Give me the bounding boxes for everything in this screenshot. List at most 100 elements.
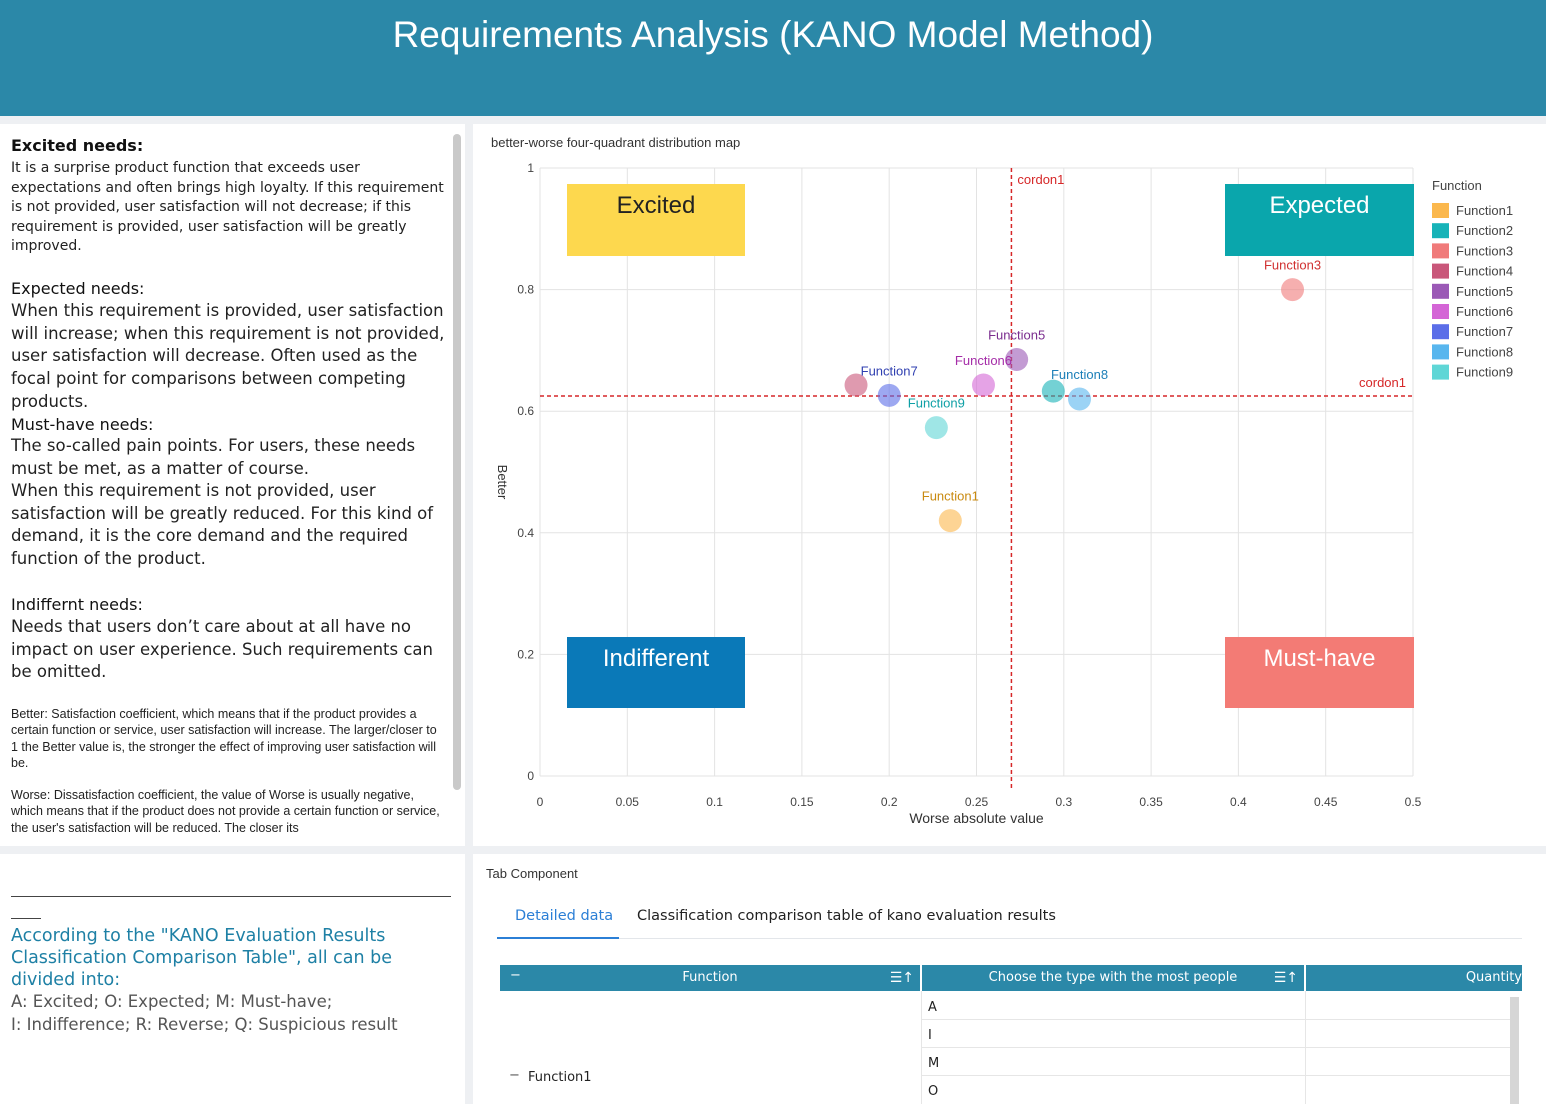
- musthave-heading: Must-have needs:: [11, 415, 154, 434]
- y-tick-label: 0: [527, 769, 534, 783]
- page-header: Requirements Analysis (KANO Model Method…: [0, 0, 1546, 116]
- quadrant-box-indifferent: [567, 637, 745, 708]
- quadrant-label-expected: Expected: [1269, 192, 1369, 219]
- classification-title: According to the "KANO Evaluation Result…: [11, 926, 393, 990]
- data-point-function1: [938, 509, 962, 533]
- page-title: Requirements Analysis (KANO Model Method…: [392, 14, 1154, 55]
- data-label-function7: Function7: [861, 363, 918, 378]
- x-tick-label: 0.3: [1055, 795, 1072, 809]
- data-points: Function1 Function3 Function5 Function6 Func…: [844, 258, 1321, 533]
- divider-line: [11, 896, 451, 897]
- x-tick-label: 0.35: [1139, 795, 1163, 809]
- legend-entry-function5: Function5: [1456, 284, 1513, 299]
- data-point-function8: [1068, 387, 1092, 411]
- better-note: Better: Satisfaction coefficient, which …: [11, 707, 437, 770]
- x-tick-label: 0.2: [881, 795, 898, 809]
- data-point-function4: [844, 373, 868, 397]
- expected-text: When this requirement is provided, user …: [11, 301, 445, 411]
- legend-entry-function6: Function6: [1456, 304, 1513, 319]
- legend-swatch-function9: [1432, 364, 1449, 380]
- legend-swatch-function1: [1432, 203, 1449, 218]
- group-collapse-icon[interactable]: −: [509, 1068, 520, 1083]
- data-point-function7: [877, 383, 901, 407]
- indifferent-text: Needs that users don’t care about at all…: [11, 617, 433, 682]
- y-tick-label: 0.2: [517, 647, 534, 661]
- expected-heading: Expected needs:: [11, 279, 145, 298]
- x-tick-label: 0.15: [790, 795, 814, 809]
- legend-swatch-function7: [1432, 324, 1449, 340]
- worse-note: Worse: Dissatisfaction coefficient, the …: [11, 788, 440, 835]
- quadrant-box-expected: [1225, 184, 1414, 256]
- data-label-function8: Function8: [1051, 367, 1108, 382]
- x-tick-label: 0.25: [965, 795, 989, 809]
- x-tick-label: 0.05: [616, 795, 640, 809]
- chart-title: better-worse four-quadrant distribution …: [491, 135, 741, 150]
- collapse-all-icon[interactable]: −: [510, 968, 521, 983]
- type-cell: I: [928, 1028, 932, 1043]
- quadrant-label-indifferent: Indifferent: [603, 645, 710, 672]
- tab-component-label: Tab Component: [486, 866, 578, 881]
- active-tab-indicator: [497, 937, 619, 939]
- legend-entry-function9: Function9: [1456, 365, 1513, 380]
- table-header-quantity[interactable]: Quantity: [1306, 965, 1522, 991]
- chart-legend[interactable]: Function Function1 Function2 Function3 Funct…: [1432, 178, 1513, 380]
- y-tick-label: 1: [527, 161, 534, 175]
- tab-detailed-data[interactable]: Detailed data: [515, 908, 614, 924]
- y-tick-label: 0.6: [517, 404, 534, 418]
- legend-entry-function7: Function7: [1456, 324, 1513, 339]
- header-quantity-label: Quantity: [1465, 970, 1522, 985]
- sort-icon[interactable]: ☰↑: [889, 970, 914, 986]
- classification-info-panel: [0, 854, 465, 1104]
- sort-icon[interactable]: ☰↑: [1273, 970, 1298, 986]
- data-label-function6: Function6: [955, 353, 1012, 368]
- type-cell: O: [928, 1084, 939, 1099]
- needs-description-panel: [0, 124, 465, 846]
- divider-line-short: [11, 918, 41, 919]
- x-axis-label: Worse absolute value: [909, 810, 1044, 826]
- x-tick-label: 0.4: [1230, 795, 1247, 809]
- legend-swatch-function8: [1432, 344, 1449, 360]
- group-label-function1: Function1: [528, 1070, 592, 1085]
- header-type-label: Choose the type with the most people: [988, 970, 1238, 985]
- legend-title: Function: [1432, 178, 1482, 193]
- data-point-function9: [924, 416, 948, 440]
- row-divider: [922, 1047, 1510, 1048]
- y-tick-label: 0.8: [517, 283, 534, 297]
- excited-text: It is a surprise product function that e…: [11, 160, 444, 254]
- table-header-type[interactable]: Choose the type with the most people ☰↑: [922, 965, 1304, 991]
- x-tick-label: 0.1: [706, 795, 723, 809]
- tab-classification-table[interactable]: Classification comparison table of kano …: [637, 908, 1056, 924]
- legend-entry-function8: Function8: [1456, 344, 1513, 359]
- cordon-horizontal-label: cordon1: [1359, 375, 1406, 390]
- legend-swatch-function3: [1432, 243, 1449, 259]
- data-point-function5: [1005, 348, 1029, 372]
- quadrant-label-must-have: Must-have: [1263, 645, 1375, 672]
- quadrant-box-must-have: [1225, 637, 1414, 708]
- chart-axes: 0 0.05 0.1 0.15 0.2 0.25 0.3 0.35 0.4 0.45 0.5 0 0.2…: [495, 161, 1422, 826]
- x-tick-label: 0.5: [1405, 795, 1422, 809]
- tab-baseline: [497, 938, 1522, 939]
- row-divider: [922, 1019, 1510, 1020]
- excited-heading: Excited needs:: [11, 136, 144, 155]
- x-tick-label: 0: [537, 795, 544, 809]
- table-header-function[interactable]: − Function ☰↑: [500, 965, 920, 991]
- y-tick-label: 0.4: [517, 526, 534, 540]
- quadrant-label-excited: Excited: [617, 192, 696, 219]
- quadrant-box-excited: [567, 184, 745, 256]
- data-label-function9: Function9: [908, 396, 965, 411]
- cordon-vertical-label: cordon1: [1017, 172, 1064, 187]
- column-divider: [921, 991, 922, 1104]
- type-cell: M: [928, 1056, 940, 1071]
- legend-entry-function4: Function4: [1456, 264, 1513, 279]
- x-tick-label: 0.45: [1314, 795, 1338, 809]
- classification-line-2: I: Indifference; R: Reverse; Q: Suspicio…: [11, 1015, 398, 1034]
- legend-swatch-function6: [1432, 304, 1449, 319]
- data-label-function5: Function5: [988, 328, 1045, 343]
- classification-line-1: A: Excited; O: Expected; M: Must-have;: [11, 992, 333, 1011]
- data-point-function3: [1281, 278, 1305, 302]
- kano-scatter-chart: Excited Expected Indifferent Must-have cord…: [495, 161, 1513, 826]
- musthave-text-1: The so-called pain points. For users, th…: [11, 436, 416, 478]
- left-panel-scrollbar[interactable]: [453, 134, 461, 790]
- table-scrollbar[interactable]: [1510, 997, 1519, 1104]
- data-point-function6: [971, 373, 995, 397]
